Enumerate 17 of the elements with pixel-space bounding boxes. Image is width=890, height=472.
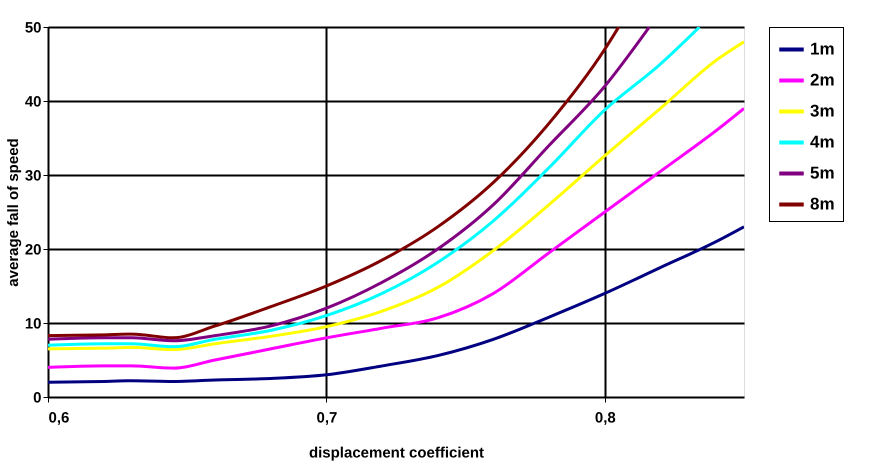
legend-label: 5m — [810, 164, 835, 182]
x-tick-label: 0,6 — [48, 410, 70, 426]
y-tick-label: 0 — [33, 390, 42, 406]
legend-label: 2m — [810, 70, 835, 90]
x-tick-label: 0,7 — [316, 410, 338, 426]
legend-label: 3m — [810, 102, 835, 120]
y-axis-title: average fall of speed — [4, 138, 22, 287]
x-axis-title: displacement coefficient — [308, 444, 484, 462]
y-tick-label: 20 — [24, 242, 42, 258]
y-tick-label: 40 — [24, 94, 42, 110]
y-tick-label: 50 — [24, 20, 42, 36]
y-tick-label: 30 — [24, 168, 42, 184]
legend-label: 8m — [810, 194, 835, 214]
x-tick-label: 0,8 — [594, 410, 616, 426]
y-tick-label: 10 — [24, 316, 42, 332]
legend-label: 1m — [810, 40, 835, 58]
legend-label: 4m — [810, 132, 835, 152]
